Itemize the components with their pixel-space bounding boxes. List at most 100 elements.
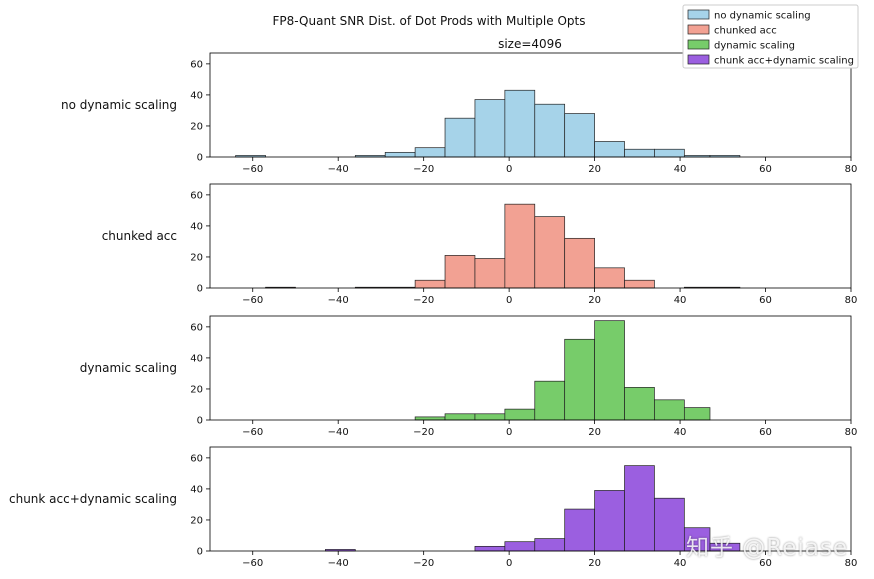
- legend: no dynamic scaling chunked acc dynamic sca…: [682, 4, 859, 69]
- panel-label: no dynamic scaling: [61, 98, 177, 112]
- x-tick-label: −40: [328, 558, 349, 569]
- legend-label: no dynamic scaling: [714, 11, 811, 22]
- histogram-bar: [654, 399, 685, 421]
- histogram-bar: [414, 279, 446, 289]
- histogram-bar: [504, 541, 536, 552]
- histogram-bar: [624, 465, 655, 552]
- plot-frame: [209, 183, 852, 289]
- histogram-bar: [564, 508, 595, 552]
- histogram-bar: [414, 416, 446, 421]
- x-tick-label: −40: [328, 164, 349, 175]
- histogram-bar: [534, 380, 566, 421]
- histogram-bar: [534, 538, 566, 552]
- histogram-bar: [474, 99, 506, 158]
- y-tick-label: 40: [190, 353, 203, 364]
- panel-4: chunk acc+dynamic scaling −60 −40 −20 0 20 40 6…: [9, 446, 858, 569]
- y-tick-label: 20: [190, 121, 203, 132]
- histogram-bar: [474, 413, 506, 421]
- x-tick-label: 20: [588, 427, 601, 438]
- x-tick-label: 0: [506, 558, 512, 569]
- y-tick-label: 40: [190, 221, 203, 232]
- x-tick-label: 60: [759, 558, 772, 569]
- legend-swatch: [687, 24, 710, 35]
- panel-3: dynamic scaling −60 −40 −20 0 20 40 60 80 0 20 40 60: [80, 315, 857, 438]
- chart-subtitle: size=4096: [498, 37, 562, 51]
- histogram-bar: [474, 258, 506, 289]
- x-tick-label: 80: [845, 558, 858, 569]
- x-tick-label: 20: [588, 558, 601, 569]
- x-tick-label: 40: [674, 558, 687, 569]
- x-tick-label: 40: [674, 164, 687, 175]
- x-tick-label: 40: [674, 427, 687, 438]
- histogram-bar: [384, 151, 416, 158]
- histogram-bar: [683, 407, 711, 421]
- histogram-bar: [414, 147, 446, 158]
- panel-1: no dynamic scaling −60 −40 −20 0 20 40 60 80 0 20 4…: [61, 52, 858, 175]
- legend-swatch: [687, 39, 710, 50]
- x-tick-label: −60: [242, 558, 263, 569]
- x-tick-label: −20: [413, 558, 434, 569]
- watermark: 知乎 @Reiase: [686, 535, 849, 561]
- y-tick-label: 20: [190, 252, 203, 263]
- x-tick-label: 60: [759, 427, 772, 438]
- histogram-bar: [444, 413, 476, 421]
- panel-label: dynamic scaling: [80, 361, 177, 375]
- x-tick-label: −40: [328, 427, 349, 438]
- histogram-bar: [624, 279, 655, 289]
- y-tick-label: 40: [190, 90, 203, 101]
- x-tick-label: −60: [242, 295, 263, 306]
- histogram-bar: [534, 216, 566, 289]
- x-tick-label: −60: [242, 164, 263, 175]
- x-tick-label: 40: [674, 295, 687, 306]
- y-tick-label: 60: [190, 322, 203, 333]
- histogram-bar: [654, 148, 685, 158]
- x-tick-label: −20: [413, 164, 434, 175]
- histogram-bar: [504, 408, 536, 421]
- legend-label: chunk acc+dynamic scaling: [714, 56, 854, 67]
- legend-swatch: [687, 9, 710, 20]
- y-tick-label: 40: [190, 484, 203, 495]
- histogram-bar: [444, 117, 476, 158]
- x-tick-label: 80: [845, 164, 858, 175]
- plot-frame: [209, 315, 852, 421]
- legend-swatch: [687, 54, 710, 65]
- panels-group: no dynamic scaling −60 −40 −20 0 20 40 60 80 0 20 4…: [9, 52, 858, 569]
- plot-frame: [209, 52, 852, 158]
- panel-2: chunked acc −60 −40 −20 0 20 40 60 80 0 20 40 60: [102, 183, 858, 306]
- x-tick-label: 20: [588, 164, 601, 175]
- y-tick-label: 60: [190, 453, 203, 464]
- histogram-bar: [594, 141, 625, 158]
- histogram-bar: [474, 545, 506, 552]
- histogram-bar: [624, 387, 655, 421]
- x-tick-label: 0: [506, 295, 512, 306]
- y-tick-label: 0: [197, 416, 203, 427]
- x-tick-label: 80: [845, 295, 858, 306]
- y-tick-label: 20: [190, 384, 203, 395]
- x-tick-label: 60: [759, 295, 772, 306]
- x-tick-label: −20: [413, 295, 434, 306]
- histogram-bar: [594, 490, 625, 552]
- x-tick-label: −60: [242, 427, 263, 438]
- histogram-bar: [654, 497, 685, 552]
- histogram-bar: [564, 237, 595, 289]
- x-tick-label: −40: [328, 295, 349, 306]
- x-tick-label: −20: [413, 427, 434, 438]
- histogram-bar: [564, 113, 595, 158]
- legend-label: chunked acc: [714, 26, 777, 37]
- histogram-bar: [624, 148, 655, 158]
- x-tick-label: 20: [588, 295, 601, 306]
- y-tick-label: 0: [197, 547, 203, 558]
- y-tick-label: 60: [190, 190, 203, 201]
- x-tick-label: 0: [506, 164, 512, 175]
- y-tick-label: 60: [190, 59, 203, 70]
- histogram-bar: [504, 89, 536, 158]
- histogram-bar: [564, 338, 595, 421]
- y-tick-label: 0: [197, 284, 203, 295]
- histogram-bar: [534, 103, 566, 158]
- plot-frame: [209, 446, 852, 552]
- y-tick-label: 20: [190, 515, 203, 526]
- x-tick-label: 0: [506, 427, 512, 438]
- legend-box: [682, 4, 859, 69]
- legend-label: dynamic scaling: [714, 41, 795, 52]
